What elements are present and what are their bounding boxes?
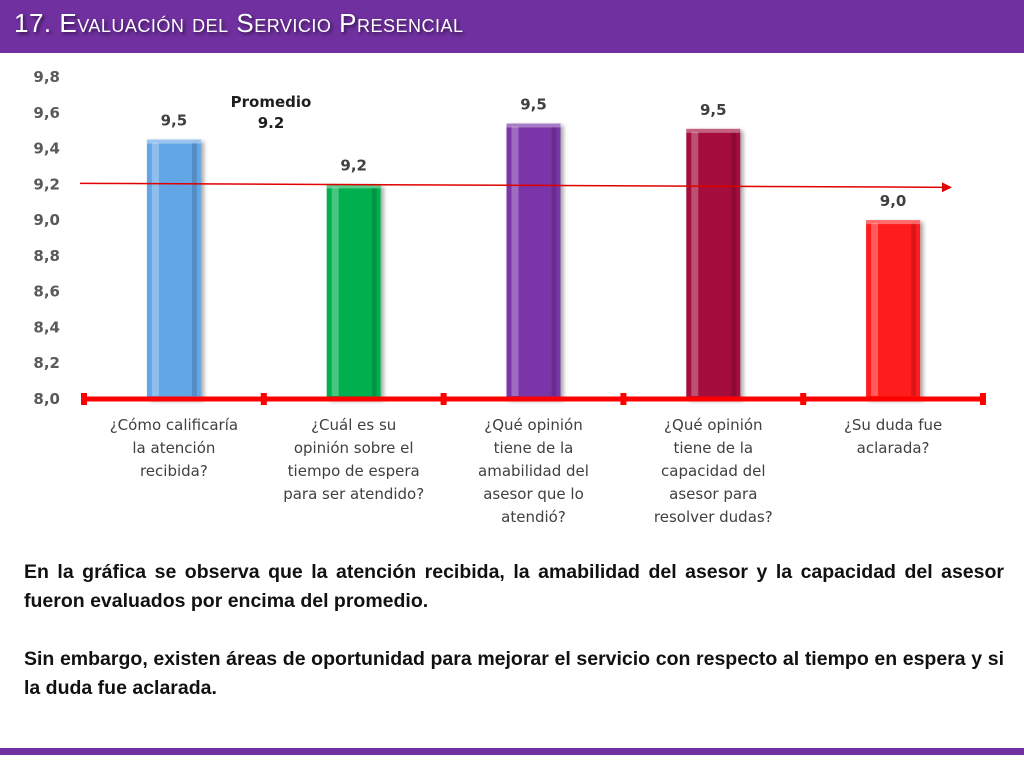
bar xyxy=(506,123,561,399)
category-label: ¿Cómo calificaría la atención recibida? xyxy=(110,416,238,480)
y-tick-label: 8,2 xyxy=(33,354,60,372)
y-tick-label: 8,4 xyxy=(33,318,60,336)
data-label: 9,0 xyxy=(880,192,907,210)
bar xyxy=(146,139,201,399)
average-label-line: 9.2 xyxy=(258,114,285,132)
category-label: ¿Su duda fue aclarada? xyxy=(844,416,942,457)
category-label-line: asesor para xyxy=(669,485,757,503)
category-label-line: amabilidad del xyxy=(478,462,589,480)
bar-chart: 8,08,28,48,68,89,09,29,49,69,8 9,59,29,5… xyxy=(33,68,986,526)
data-label: 9,5 xyxy=(161,112,188,130)
bar-highlight xyxy=(331,187,339,396)
bar-highlight xyxy=(871,223,879,396)
y-tick-label: 9,8 xyxy=(33,68,60,86)
data-labels: 9,5 9,2 9,5 9,5 9,0 xyxy=(161,96,907,211)
data-label: 9,5 xyxy=(700,101,727,119)
category-label-line: ¿Cuál es su xyxy=(311,416,396,434)
bar-highlight xyxy=(151,142,159,396)
summary-paragraph-2: Sin embargo, existen áreas de oportunida… xyxy=(24,648,1004,699)
category-label-line: asesor que lo xyxy=(483,485,584,503)
bar-highlight xyxy=(691,131,699,396)
average-line xyxy=(79,182,952,193)
bars xyxy=(146,123,921,399)
bar-top-edge xyxy=(146,139,201,144)
y-axis-tick-labels: 8,0 8,2 8,4 8,6 8,8 9,0 9,2 9,4 9,6 9,8 xyxy=(33,68,60,408)
category-label-line: resolver dudas? xyxy=(654,508,773,526)
category-label: ¿Qué opinión tiene de la capacidad del ases… xyxy=(654,416,773,526)
data-label: 9,5 xyxy=(520,96,547,114)
y-tick-label: 8,8 xyxy=(33,247,60,265)
data-label: 9,2 xyxy=(340,156,367,174)
x-axis xyxy=(81,393,986,405)
y-tick-label: 8,0 xyxy=(33,390,60,408)
average-line-group: Promedio 9.2 xyxy=(79,93,952,193)
bar xyxy=(866,220,921,399)
bar-shade xyxy=(731,131,737,396)
average-label-line: Promedio xyxy=(231,93,312,111)
category-label-line: aclarada? xyxy=(857,439,930,457)
bar-shade xyxy=(551,126,557,396)
y-tick-label: 8,6 xyxy=(33,283,60,301)
y-tick-label: 9,4 xyxy=(33,140,60,158)
category-label-line: ¿Su duda fue xyxy=(844,416,942,434)
category-labels: ¿Cómo calificaría la atención recibida? ¿Cu… xyxy=(110,416,943,526)
bar-shade xyxy=(371,187,377,396)
category-label-line: capacidad del xyxy=(661,462,766,480)
category-label-line: la atención xyxy=(132,439,215,457)
x-axis-tick xyxy=(260,393,267,405)
category-label-line: para ser atendido? xyxy=(283,485,424,503)
average-label: Promedio 9.2 xyxy=(231,93,312,132)
bar-shade xyxy=(191,142,197,396)
x-axis-tick xyxy=(81,393,87,405)
bar-shade xyxy=(911,223,917,396)
category-label-line: atendió? xyxy=(501,508,566,526)
category-label-line: recibida? xyxy=(140,462,208,480)
summary-text: En la gráfica se observa que la atención… xyxy=(24,558,1004,732)
summary-paragraph-1: En la gráfica se observa que la atención… xyxy=(24,561,1004,612)
category-label: ¿Cuál es su opinión sobre el tiempo de esp… xyxy=(283,416,424,503)
bar xyxy=(686,128,741,399)
category-label-line: tiene de la xyxy=(494,439,574,457)
y-tick-label: 9,2 xyxy=(33,175,60,193)
bar-top-edge xyxy=(866,220,921,225)
category-label-line: ¿Qué opinión xyxy=(664,416,763,434)
category-label-line: ¿Qué opinión xyxy=(484,416,583,434)
x-axis-tick xyxy=(440,393,447,405)
bar-highlight xyxy=(511,126,519,396)
slide-title: 17. Evaluación del Servicio Presencial xyxy=(14,8,464,38)
bar-top-edge xyxy=(506,123,561,128)
y-tick-label: 9,0 xyxy=(33,211,60,229)
category-label-line: ¿Cómo calificaría xyxy=(110,416,238,434)
category-label-line: tiene de la xyxy=(673,439,753,457)
category-label-line: tiempo de espera xyxy=(288,462,420,480)
slide-header: 17. Evaluación del Servicio Presencial xyxy=(0,0,1024,53)
category-label: ¿Qué opinión tiene de la amabilidad del ase… xyxy=(478,416,589,526)
slide-footer-bar xyxy=(0,748,1024,755)
x-axis-tick xyxy=(800,393,807,405)
category-label-line: opinión sobre el xyxy=(294,439,414,457)
y-tick-label: 9,6 xyxy=(33,104,60,122)
bar-top-edge xyxy=(686,128,741,133)
x-axis-tick xyxy=(620,393,627,405)
x-axis-tick xyxy=(980,393,986,405)
bar-top-edge xyxy=(326,184,381,189)
bar xyxy=(326,184,381,399)
